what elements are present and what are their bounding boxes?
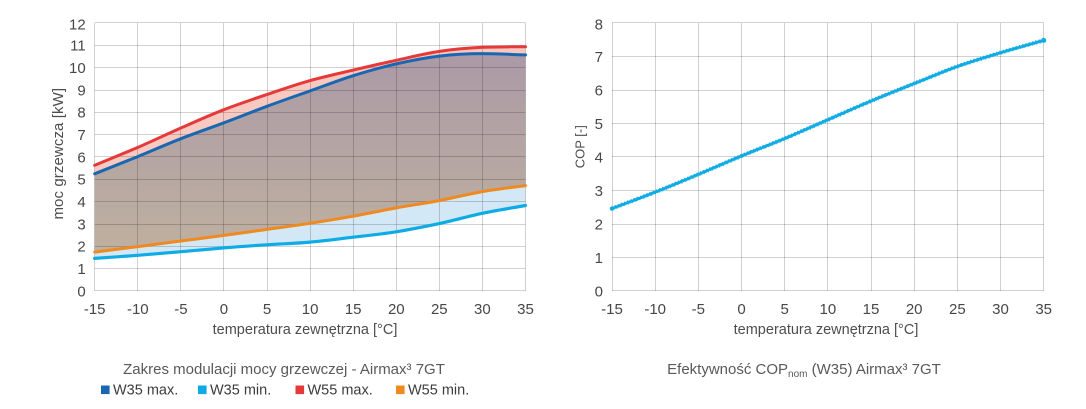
svg-text:9: 9 bbox=[77, 82, 85, 99]
svg-text:-5: -5 bbox=[174, 301, 187, 318]
svg-text:4: 4 bbox=[595, 149, 603, 166]
svg-text:W35 min.: W35 min. bbox=[210, 383, 271, 399]
svg-text:5: 5 bbox=[781, 301, 789, 318]
svg-text:12: 12 bbox=[69, 17, 86, 34]
svg-text:-10: -10 bbox=[644, 301, 666, 318]
svg-text:10: 10 bbox=[302, 301, 319, 318]
svg-text:W35 max.: W35 max. bbox=[113, 383, 178, 399]
svg-text:30: 30 bbox=[474, 301, 491, 318]
svg-text:temperatura zewnętrzna [°C]: temperatura zewnętrzna [°C] bbox=[734, 322, 919, 338]
svg-text:15: 15 bbox=[863, 301, 880, 318]
svg-text:Zakres modulacji mocy grzewcze: Zakres modulacji mocy grzewczej - Airmax… bbox=[123, 361, 445, 378]
svg-text:6: 6 bbox=[595, 82, 603, 99]
svg-text:11: 11 bbox=[70, 38, 86, 55]
svg-text:35: 35 bbox=[517, 301, 534, 318]
svg-text:temperatura zewnętrzna [°C]: temperatura zewnętrzna [°C] bbox=[213, 322, 398, 338]
svg-text:15: 15 bbox=[345, 301, 362, 318]
svg-text:5: 5 bbox=[263, 301, 271, 318]
svg-text:0: 0 bbox=[77, 283, 85, 300]
svg-text:8: 8 bbox=[77, 105, 85, 122]
svg-text:20: 20 bbox=[388, 301, 405, 318]
svg-text:35: 35 bbox=[1035, 301, 1052, 318]
svg-text:W55 max.: W55 max. bbox=[308, 383, 373, 399]
svg-text:1: 1 bbox=[595, 250, 603, 267]
svg-text:COP [-]: COP [-] bbox=[573, 125, 588, 168]
svg-text:8: 8 bbox=[595, 17, 603, 34]
svg-text:0: 0 bbox=[595, 283, 603, 300]
svg-text:20: 20 bbox=[906, 301, 923, 318]
svg-text:30: 30 bbox=[992, 301, 1009, 318]
svg-text:0: 0 bbox=[737, 301, 745, 318]
svg-text:7: 7 bbox=[595, 49, 603, 66]
svg-text:-15: -15 bbox=[601, 301, 623, 318]
svg-text:25: 25 bbox=[949, 301, 966, 318]
svg-text:-10: -10 bbox=[127, 301, 149, 318]
svg-text:25: 25 bbox=[431, 301, 448, 318]
svg-text:W55 min.: W55 min. bbox=[408, 383, 469, 399]
svg-text:6: 6 bbox=[77, 149, 85, 166]
svg-text:5: 5 bbox=[77, 172, 85, 189]
svg-text:2: 2 bbox=[595, 216, 603, 233]
svg-text:Efektywność COPnom (W35) Airma: Efektywność COPnom (W35) Airmax³ 7GT bbox=[667, 361, 941, 380]
svg-text:3: 3 bbox=[595, 183, 603, 200]
svg-text:10: 10 bbox=[820, 301, 837, 318]
svg-text:10: 10 bbox=[69, 60, 86, 77]
svg-text:3: 3 bbox=[77, 216, 85, 233]
svg-text:2: 2 bbox=[77, 239, 85, 256]
svg-text:moc grzewcza [kW]: moc grzewcza [kW] bbox=[50, 88, 67, 220]
svg-text:-5: -5 bbox=[692, 301, 705, 318]
svg-text:5: 5 bbox=[595, 116, 603, 133]
svg-text:7: 7 bbox=[77, 127, 85, 144]
svg-text:4: 4 bbox=[77, 194, 85, 211]
svg-text:-15: -15 bbox=[84, 301, 106, 318]
svg-text:0: 0 bbox=[220, 301, 228, 318]
svg-text:1: 1 bbox=[77, 261, 85, 278]
